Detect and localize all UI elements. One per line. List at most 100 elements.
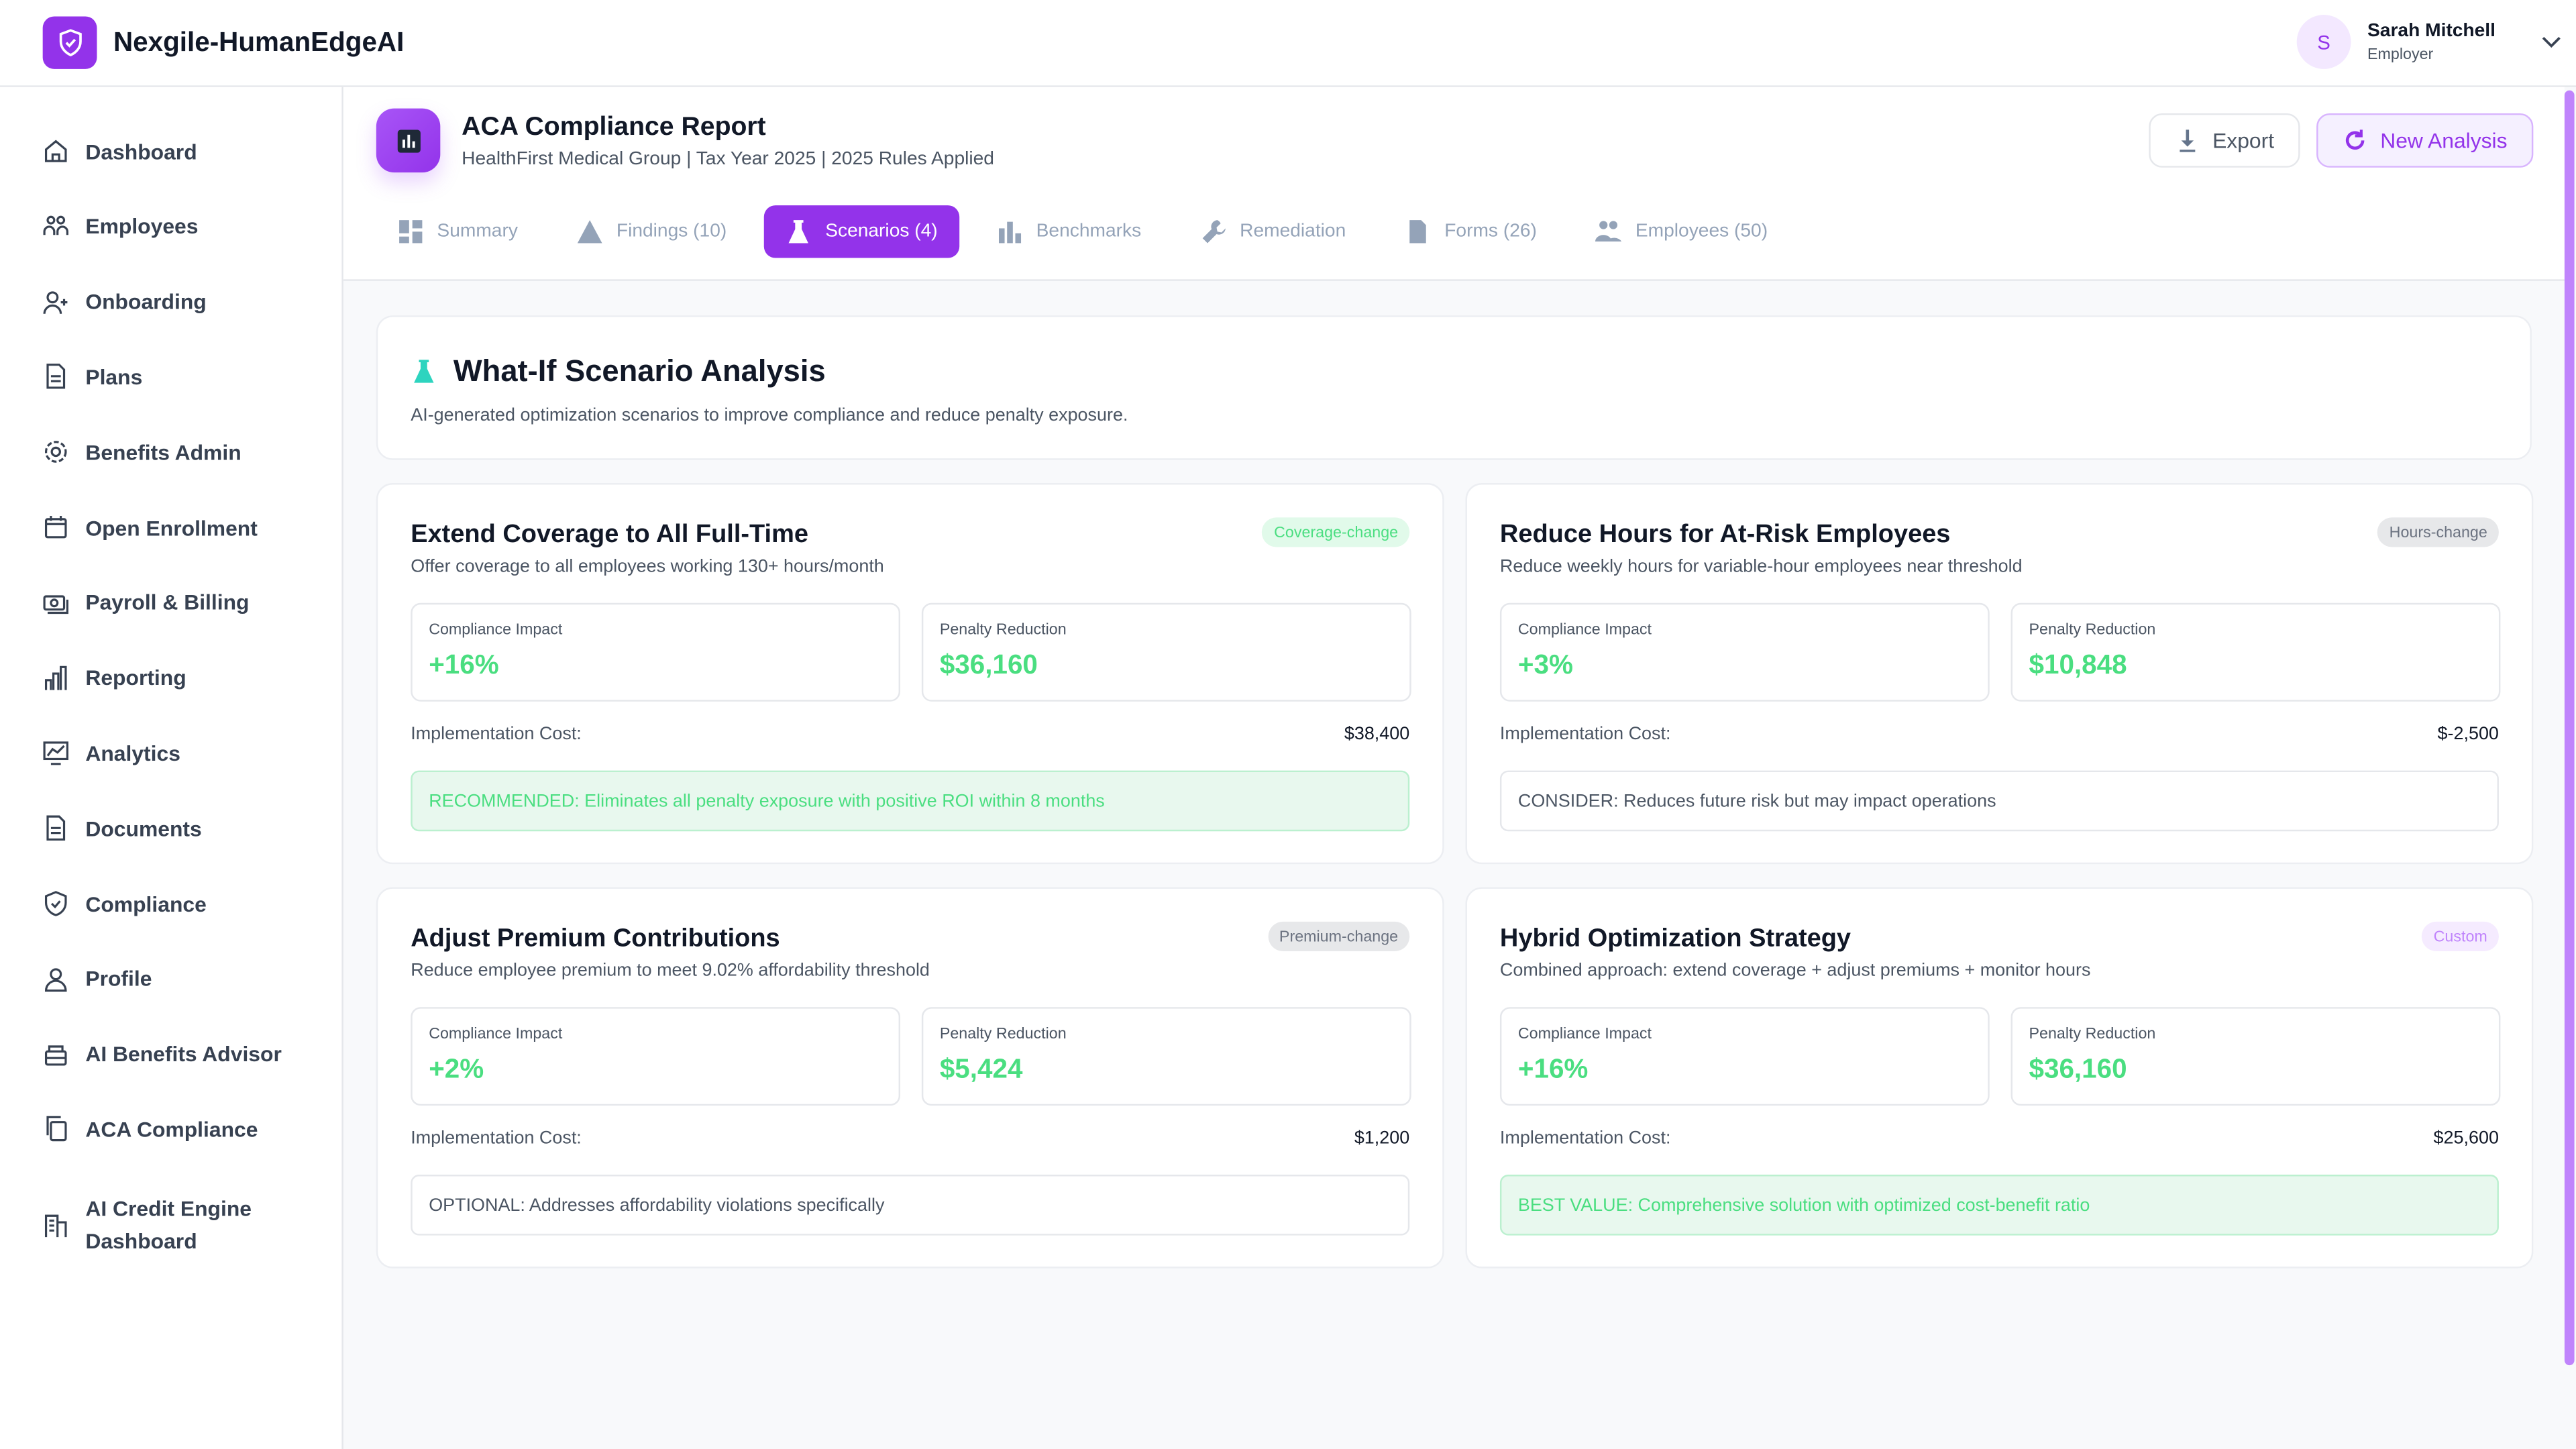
sidebar-item-profile[interactable]: Profile <box>43 966 152 992</box>
people-icon <box>1596 221 1623 242</box>
home-icon <box>44 140 67 162</box>
metric-value: +16% <box>1517 1055 1589 1085</box>
cost-label: Implementation Cost: <box>1499 1128 1671 1148</box>
refresh-icon <box>2345 129 2365 150</box>
chevron-down-icon[interactable] <box>2542 30 2561 53</box>
user-role: Employer <box>2367 45 2434 64</box>
sidebar-item-label: Profile <box>85 966 152 991</box>
scenario-card: Adjust Premium Contributions Reduce emplo… <box>376 887 1444 1269</box>
calendar-icon <box>44 515 67 539</box>
tab-label: Employees (50) <box>1635 221 1768 242</box>
tab-summary[interactable]: Summary <box>376 205 539 258</box>
metric-label: Compliance Impact <box>1517 621 1652 639</box>
recommendation-note: CONSIDER: Reduces future risk but may im… <box>1499 770 2499 832</box>
sidebar-item-reporting[interactable]: Reporting <box>43 665 186 691</box>
warning-icon <box>578 220 603 244</box>
section-title: What-If Scenario Analysis <box>453 353 826 388</box>
sidebar-item-ai-benefits-advisor[interactable]: AI Benefits Advisor <box>43 1041 282 1067</box>
sidebar-item-onboarding[interactable]: Onboarding <box>43 288 207 315</box>
penalty-reduction-metric: Penalty Reduction $36,160 <box>921 602 1411 702</box>
building-icon <box>44 1215 67 1238</box>
export-button[interactable]: Export <box>2149 113 2300 168</box>
metric-label: Penalty Reduction <box>939 1025 1067 1044</box>
tab-remediation[interactable]: Remediation <box>1179 205 1368 258</box>
implementation-cost-row: Implementation Cost: $1,200 <box>411 1128 1409 1148</box>
implementation-cost-row: Implementation Cost: $25,600 <box>1500 1128 2499 1148</box>
recommendation-note: BEST VALUE: Comprehensive solution with … <box>1499 1175 2499 1236</box>
sidebar-item-benefits-admin[interactable]: Benefits Admin <box>43 439 241 465</box>
scenario-card: Reduce Hours for At-Risk Employees Reduce… <box>1465 483 2534 865</box>
tab-label: Benchmarks <box>1036 221 1142 242</box>
tab-benchmarks[interactable]: Benchmarks <box>975 205 1163 258</box>
tab-findings[interactable]: Findings (10) <box>555 205 748 258</box>
robot-icon <box>44 1044 67 1065</box>
implementation-cost-row: Implementation Cost: $38,400 <box>411 724 1409 744</box>
scenario-type-badge: Hours-change <box>2377 517 2499 547</box>
scenario-title: Reduce Hours for At-Risk Employees <box>1499 521 1951 549</box>
sidebar-item-label: Documents <box>85 816 202 841</box>
top-bar: Nexgile-HumanEdgeAI S Sarah Mitchell Empl… <box>0 0 2576 87</box>
scrollbar[interactable] <box>2564 90 2575 1366</box>
document-icon <box>46 364 66 390</box>
sidebar-item-employees[interactable]: Employees <box>43 213 199 239</box>
scenario-type-badge: Coverage-change <box>1262 517 1410 547</box>
penalty-reduction-metric: Penalty Reduction $10,848 <box>2010 602 2501 702</box>
bar-chart-icon <box>998 221 1021 244</box>
scenario-title: Adjust Premium Contributions <box>411 924 780 953</box>
cost-value: $38,400 <box>1344 724 1410 745</box>
tab-employees[interactable]: Employees (50) <box>1574 205 1789 258</box>
scenario-type-badge: Custom <box>2422 921 2499 951</box>
report-chart-icon <box>376 108 441 173</box>
tab-forms[interactable]: Forms (26) <box>1384 205 1558 258</box>
trend-chart-icon <box>43 742 69 766</box>
sidebar-item-label: ACA Compliance <box>85 1117 258 1142</box>
sidebar-item-label: Open Enrollment <box>85 515 258 540</box>
tab-label: Scenarios (4) <box>825 221 938 242</box>
tab-label: Forms (26) <box>1444 221 1537 242</box>
sidebar-item-label-line2: Dashboard <box>85 1229 197 1254</box>
flask-icon <box>789 220 809 244</box>
metric-value: $36,160 <box>2029 1055 2127 1085</box>
sidebar-item-label: AI Benefits Advisor <box>85 1041 282 1067</box>
cost-label: Implementation Cost: <box>1499 724 1671 745</box>
compliance-impact-metric: Compliance Impact +2% <box>411 1007 901 1106</box>
sidebar-item-dashboard[interactable]: Dashboard <box>43 138 197 164</box>
tab-scenarios[interactable]: Scenarios (4) <box>764 205 959 258</box>
sidebar-item-aca-compliance[interactable]: ACA Compliance <box>43 1116 258 1142</box>
sidebar-item-label: Analytics <box>85 741 180 765</box>
person-icon <box>44 967 67 991</box>
shield-logo-icon[interactable] <box>42 16 97 69</box>
report-header: ACA Compliance Report HealthFirst Medica… <box>343 87 2565 281</box>
page-subtitle: HealthFirst Medical Group | Tax Year 202… <box>462 149 994 170</box>
sidebar-item-payroll-billing[interactable]: Payroll & Billing <box>43 590 249 616</box>
sidebar-item-label: Dashboard <box>85 138 197 164</box>
sidebar-item-analytics[interactable]: Analytics <box>43 740 180 766</box>
scenario-card: Extend Coverage to All Full-Time Offer co… <box>376 483 1444 865</box>
sidebar-item-open-enrollment[interactable]: Open Enrollment <box>43 515 258 541</box>
sidebar-item-compliance[interactable]: Compliance <box>43 890 207 916</box>
sidebar-item-label: AI Credit Engine Dashboard <box>85 1193 252 1258</box>
scenario-description: Reduce weekly hours for variable-hour em… <box>1499 557 2023 577</box>
users-icon <box>43 215 69 235</box>
scenario-description: Reduce employee premium to meet 9.02% af… <box>411 961 930 981</box>
scenario-intro-card: What-If Scenario Analysis AI-generated o… <box>376 315 2532 460</box>
sidebar-item-plans[interactable]: Plans <box>43 364 142 390</box>
metric-label: Compliance Impact <box>1517 1025 1652 1044</box>
scenario-title: Extend Coverage to All Full-Time <box>411 521 808 549</box>
metric-label: Penalty Reduction <box>939 621 1067 639</box>
tab-label: Remediation <box>1240 221 1346 242</box>
wrench-icon <box>1201 220 1226 244</box>
new-analysis-button[interactable]: New Analysis <box>2316 113 2534 168</box>
user-menu[interactable]: S Sarah Mitchell Employer <box>2296 15 2561 69</box>
sidebar-item-documents[interactable]: Documents <box>43 815 202 841</box>
metric-label: Compliance Impact <box>429 621 563 639</box>
new-analysis-label: New Analysis <box>2380 128 2508 153</box>
sidebar-item-label: Employees <box>85 214 199 239</box>
sidebar-item-label: Benefits Admin <box>85 439 241 465</box>
download-icon <box>2179 129 2195 152</box>
metric-value: $36,160 <box>939 650 1038 680</box>
sidebar-item-ai-credit-engine[interactable]: AI Credit Engine Dashboard <box>43 1193 252 1258</box>
metric-label: Compliance Impact <box>429 1025 563 1044</box>
scenario-card: Hybrid Optimization Strategy Combined app… <box>1465 887 2534 1269</box>
